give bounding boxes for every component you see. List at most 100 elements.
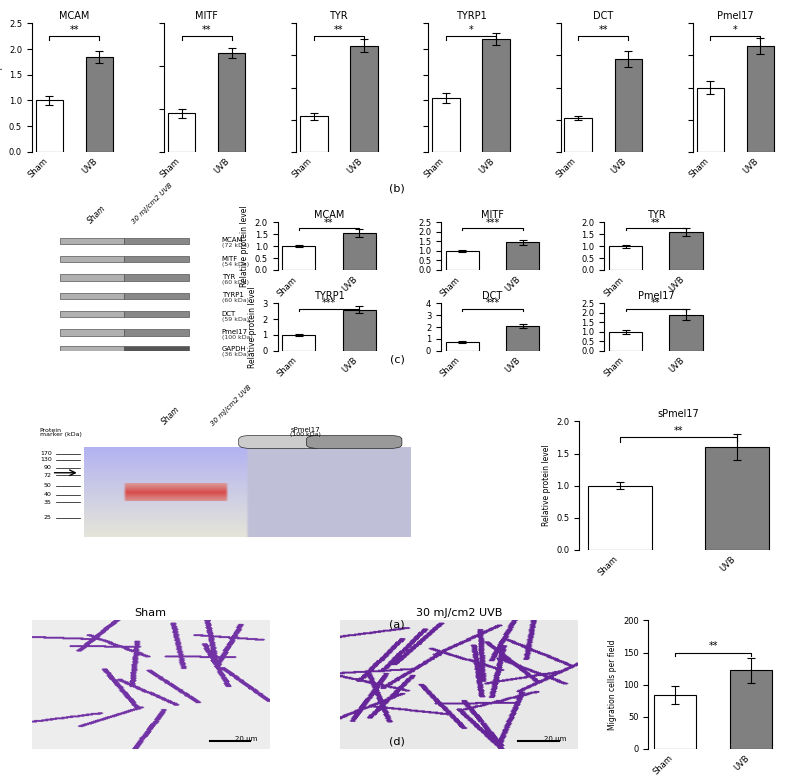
Text: (60 kDa): (60 kDa): [222, 280, 249, 285]
Bar: [282, 335, 315, 351]
FancyBboxPatch shape: [125, 275, 189, 281]
FancyBboxPatch shape: [306, 435, 402, 448]
Title: MCAM: MCAM: [60, 11, 90, 21]
Text: **: **: [334, 25, 344, 35]
FancyBboxPatch shape: [60, 311, 125, 317]
Text: 90: 90: [44, 465, 52, 470]
Text: 20 μm: 20 μm: [235, 736, 257, 743]
Text: **: **: [674, 426, 684, 435]
Y-axis label: Relative mRNA expression: Relative mRNA expression: [0, 37, 3, 138]
Bar: [609, 332, 642, 351]
Text: 30 mJ/cm2 UVB: 30 mJ/cm2 UVB: [131, 183, 174, 225]
Text: *: *: [468, 25, 473, 35]
Bar: [342, 233, 376, 270]
Text: **: **: [651, 299, 661, 308]
Text: 170: 170: [40, 451, 52, 456]
Title: MCAM: MCAM: [314, 211, 344, 220]
Bar: [669, 314, 703, 351]
FancyBboxPatch shape: [125, 256, 189, 262]
Text: 72: 72: [44, 473, 52, 478]
Y-axis label: Migration cells per field: Migration cells per field: [608, 640, 618, 730]
Text: ***: ***: [322, 299, 336, 308]
Text: GAPDH: GAPDH: [222, 346, 246, 352]
Text: **: **: [202, 25, 211, 35]
Title: TYRP1: TYRP1: [314, 291, 345, 301]
Text: (100 kDa): (100 kDa): [291, 431, 322, 437]
FancyBboxPatch shape: [125, 311, 189, 317]
Text: 50: 50: [44, 483, 52, 488]
Title: DCT: DCT: [482, 291, 503, 301]
Bar: [696, 87, 724, 152]
Bar: [342, 310, 376, 351]
Text: (a): (a): [389, 620, 405, 630]
Title: DCT: DCT: [593, 11, 614, 21]
Text: (c): (c): [390, 355, 404, 365]
Title: MITF: MITF: [195, 11, 218, 21]
Title: Pmel17: Pmel17: [638, 291, 674, 301]
Bar: [588, 486, 653, 550]
Text: sPmel17: sPmel17: [291, 427, 320, 433]
Text: (54 kDa): (54 kDa): [222, 262, 249, 267]
Title: Pmel17: Pmel17: [717, 11, 754, 21]
Text: (59 kDa): (59 kDa): [222, 317, 249, 321]
Bar: [482, 39, 510, 152]
Title: MITF: MITF: [481, 211, 504, 220]
Bar: [300, 116, 328, 152]
Text: 40: 40: [44, 492, 52, 497]
Title: TYRP1: TYRP1: [456, 11, 487, 21]
FancyBboxPatch shape: [125, 238, 189, 244]
Text: MCAM: MCAM: [222, 237, 243, 243]
Text: MITF: MITF: [222, 256, 238, 262]
Text: 30 mJ/cm2 UVB: 30 mJ/cm2 UVB: [210, 384, 252, 427]
Text: (b): (b): [389, 183, 405, 193]
Text: TYR: TYR: [222, 274, 235, 280]
Text: (100 kDa): (100 kDa): [222, 335, 252, 340]
Bar: [669, 232, 703, 270]
Bar: [654, 695, 696, 749]
Text: *: *: [733, 25, 738, 35]
Bar: [282, 246, 315, 270]
FancyBboxPatch shape: [125, 346, 189, 353]
Text: Sham: Sham: [86, 204, 107, 225]
Bar: [506, 243, 539, 270]
Y-axis label: Relative protein level: Relative protein level: [542, 445, 551, 526]
FancyBboxPatch shape: [60, 275, 125, 281]
Text: ***: ***: [485, 299, 499, 308]
Bar: [730, 671, 773, 749]
Text: **: **: [324, 218, 333, 228]
Text: **: **: [651, 218, 661, 228]
Bar: [609, 246, 642, 270]
Bar: [36, 101, 64, 152]
Y-axis label: Relative protein level: Relative protein level: [248, 286, 257, 368]
Text: DCT: DCT: [222, 310, 236, 317]
Title: TYR: TYR: [646, 211, 665, 220]
Text: 20 μm: 20 μm: [544, 736, 566, 743]
FancyBboxPatch shape: [60, 238, 125, 244]
Text: Sham: Sham: [160, 405, 182, 427]
Bar: [506, 326, 539, 351]
FancyBboxPatch shape: [60, 346, 125, 353]
Y-axis label: Relative protein level: Relative protein level: [240, 205, 249, 287]
Bar: [218, 53, 245, 152]
FancyBboxPatch shape: [239, 435, 322, 448]
Bar: [705, 447, 769, 550]
Text: Protein: Protein: [40, 427, 62, 433]
FancyBboxPatch shape: [60, 256, 125, 262]
Bar: [350, 46, 378, 152]
Title: TYR: TYR: [330, 11, 348, 21]
Text: TYRP1: TYRP1: [222, 292, 244, 299]
Title: sPmel17: sPmel17: [657, 410, 700, 419]
Bar: [615, 58, 642, 152]
Title: Sham: Sham: [135, 608, 167, 619]
Bar: [746, 46, 774, 152]
Text: 130: 130: [40, 457, 52, 463]
Text: ***: ***: [485, 218, 499, 228]
Bar: [168, 113, 195, 152]
Text: (36 kDa): (36 kDa): [222, 352, 249, 356]
FancyBboxPatch shape: [125, 292, 189, 299]
Text: **: **: [70, 25, 79, 35]
Text: **: **: [708, 641, 718, 651]
FancyBboxPatch shape: [125, 329, 189, 335]
Bar: [445, 251, 479, 270]
Bar: [86, 57, 114, 152]
